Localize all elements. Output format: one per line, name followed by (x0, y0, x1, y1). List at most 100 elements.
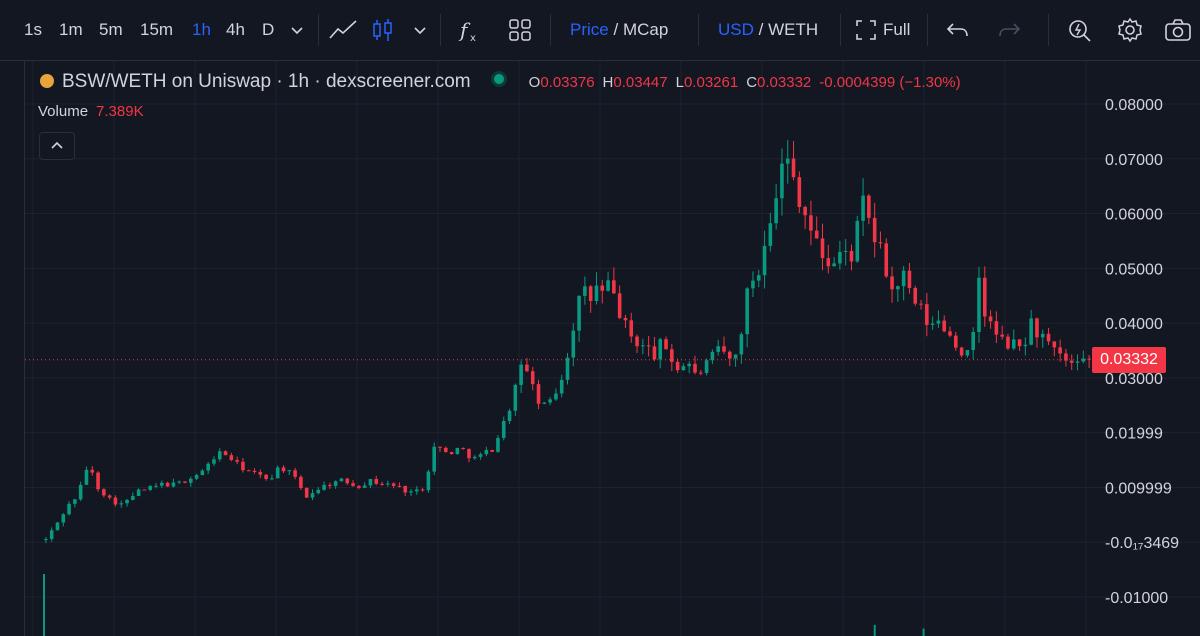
drawing-toolbar[interactable] (0, 60, 25, 636)
candle-body (362, 485, 367, 488)
candle-body (536, 384, 541, 404)
interval-5m-button[interactable]: 5m (99, 20, 123, 39)
candle-body (768, 223, 773, 246)
candle-body (658, 339, 663, 360)
full-button[interactable]: Full (883, 20, 911, 39)
y-axis-tick-label: 0.009999 (1105, 480, 1172, 497)
ohlc-values: O0.03376 H0.03447 L0.03261 C0.03332 -0.00043… (529, 74, 969, 91)
candle-body (490, 450, 494, 452)
candle-body (925, 304, 929, 325)
candle-body (102, 489, 106, 496)
alert-icon[interactable] (1063, 13, 1097, 47)
candle-body (1069, 360, 1074, 363)
candle-body (287, 470, 292, 472)
y-axis-tick-label: -0.0₁₇3469 (1105, 535, 1179, 552)
candle-body (397, 485, 402, 487)
interval-15m-button[interactable]: 15m (140, 20, 174, 39)
svg-text:x: x (470, 33, 476, 44)
interval-1s-button[interactable]: 1s (24, 20, 42, 39)
interval-4h-button[interactable]: 4h (226, 20, 245, 39)
candle-body (96, 472, 100, 490)
candle-body (386, 483, 390, 485)
candle-body (791, 158, 796, 178)
candle-body (971, 332, 975, 351)
volume-label: Volume (38, 103, 89, 120)
candle-body (316, 489, 321, 494)
candle-body (867, 195, 871, 218)
candle-body (901, 270, 906, 287)
price-option[interactable]: Price (570, 20, 609, 39)
mcap-option[interactable]: MCap (622, 20, 669, 39)
undo-icon[interactable] (941, 13, 975, 47)
collapse-legend-button[interactable] (39, 132, 75, 160)
candle-body (739, 334, 744, 355)
candlestick-icon[interactable] (366, 13, 400, 47)
candle-body (1040, 333, 1045, 338)
candle-body (125, 499, 129, 504)
y-axis-tick-label: 0.05000 (1105, 261, 1163, 278)
chevron-down-icon[interactable] (403, 13, 437, 47)
candle-body (194, 475, 199, 479)
candle-body (670, 349, 674, 362)
candle-body (878, 242, 883, 244)
candle-body (681, 366, 686, 371)
line-chart-icon[interactable] (326, 13, 360, 47)
candle-body (403, 485, 408, 493)
chart-area[interactable]: 0.08000 0.07000 0.06000 0.05000 0.04000 0.030… (25, 61, 1200, 636)
camera-icon[interactable] (1161, 13, 1195, 47)
candle-body (948, 331, 952, 336)
candle-body (612, 280, 616, 294)
currency-separator: / (758, 20, 764, 39)
candle-body (959, 347, 964, 356)
chevron-up-icon (51, 141, 63, 149)
candle-body (78, 484, 83, 500)
fullscreen-icon[interactable] (849, 13, 883, 47)
redo-icon[interactable] (992, 13, 1026, 47)
candle-body (252, 470, 257, 473)
candle-body (1081, 358, 1086, 362)
candle-body (577, 295, 581, 331)
candle-body (183, 481, 187, 483)
interval-1h-button[interactable]: 1h (192, 20, 211, 39)
layout-grid-icon[interactable] (503, 13, 537, 47)
candle-body (542, 402, 547, 404)
interval-1m-button[interactable]: 1m (59, 20, 83, 39)
candle-body (965, 350, 970, 356)
candle-body (44, 539, 48, 541)
candle-body (583, 286, 587, 296)
candle-body (716, 346, 720, 352)
open-value: 0.03376 (540, 74, 595, 91)
usd-option[interactable]: USD (718, 20, 754, 39)
candle-body (722, 346, 726, 352)
candle-body (1000, 334, 1004, 337)
candle-body (1046, 333, 1051, 342)
currency-toggle[interactable]: USD / WETH (718, 13, 818, 47)
candle-body (449, 451, 454, 454)
candle-body (107, 495, 112, 498)
candle-body (1011, 339, 1016, 349)
candle-body (733, 354, 738, 359)
chevron-down-icon[interactable] (280, 13, 314, 47)
candle-body (328, 484, 332, 486)
y-axis-tick-label: 0.04000 (1105, 316, 1163, 333)
weth-option[interactable]: WETH (768, 20, 819, 39)
volume-bar (43, 574, 45, 636)
candle-body (838, 251, 842, 264)
candle-body (229, 455, 234, 461)
y-axis-tick-label: -0.01000 (1105, 590, 1168, 607)
gear-icon[interactable] (1113, 13, 1147, 47)
candle-body (710, 351, 715, 361)
candle-body (1052, 341, 1057, 348)
candle-body (814, 230, 819, 239)
token-logo-icon (40, 74, 54, 88)
candle-body (188, 478, 193, 483)
candle-body (664, 339, 668, 350)
candle-body (507, 410, 512, 422)
candle-body (1006, 336, 1010, 349)
interval-d-button[interactable]: D (262, 20, 275, 39)
candlestick-chart[interactable]: 0.08000 0.07000 0.06000 0.05000 0.04000 0.030… (25, 61, 1200, 636)
candle-body (588, 286, 593, 301)
price-mcap-toggle[interactable]: Price / MCap (570, 13, 668, 47)
